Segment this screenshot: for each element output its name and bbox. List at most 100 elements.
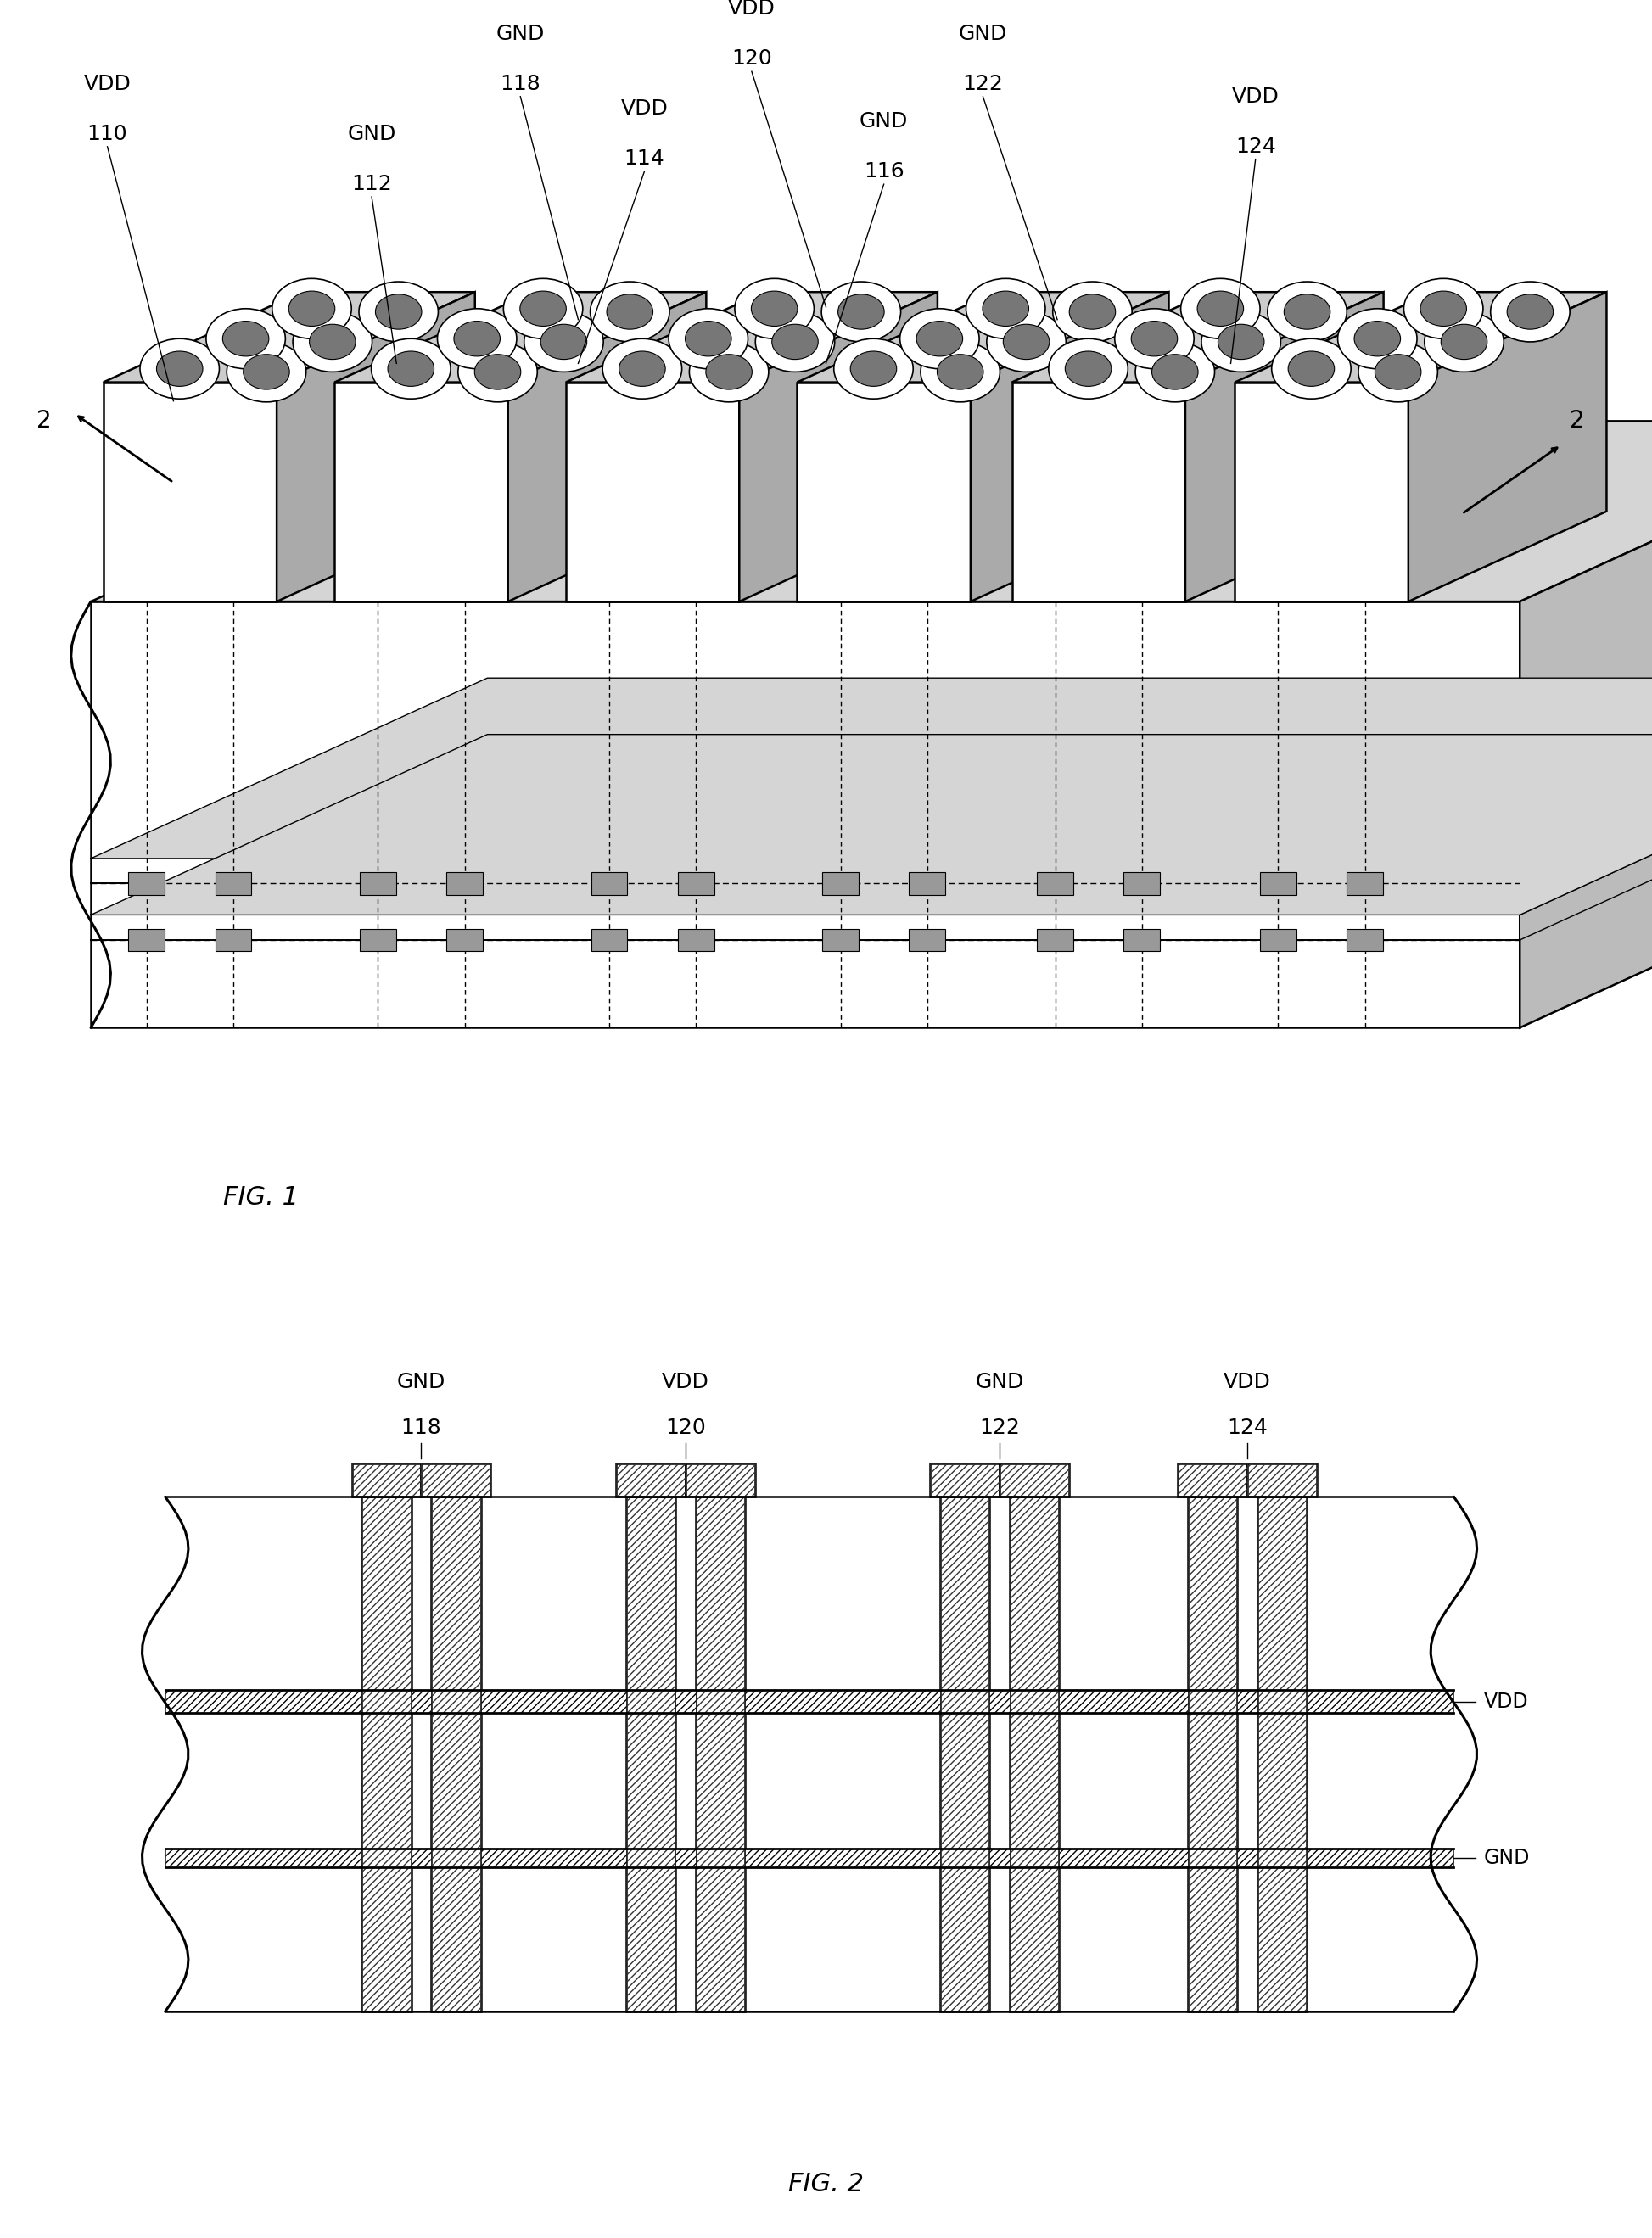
Bar: [677, 873, 714, 895]
Bar: [1247, 1464, 1317, 1497]
Circle shape: [1198, 291, 1244, 327]
Bar: [1257, 1497, 1307, 2012]
Bar: [1260, 929, 1297, 951]
Text: 2: 2: [36, 410, 51, 432]
Polygon shape: [335, 383, 509, 602]
Circle shape: [1441, 325, 1487, 360]
Circle shape: [1069, 293, 1115, 329]
Circle shape: [372, 338, 451, 398]
Bar: [1346, 873, 1383, 895]
Bar: [1307, 1690, 1454, 1712]
Bar: [745, 1690, 940, 1712]
Text: 120: 120: [666, 1417, 705, 1439]
Circle shape: [1424, 311, 1503, 372]
Circle shape: [1049, 338, 1128, 398]
Text: 122: 122: [980, 1417, 1019, 1439]
Text: 114: 114: [624, 150, 664, 170]
Polygon shape: [1408, 291, 1606, 602]
Circle shape: [504, 278, 583, 338]
Bar: [1257, 1497, 1307, 2012]
Circle shape: [1003, 325, 1049, 360]
Circle shape: [735, 278, 814, 338]
Text: VDD: VDD: [1483, 1692, 1528, 1712]
Circle shape: [755, 311, 834, 372]
Bar: [616, 1464, 686, 1497]
Circle shape: [821, 282, 900, 342]
Circle shape: [540, 325, 586, 360]
Polygon shape: [1236, 291, 1606, 383]
Text: GND: GND: [1483, 1849, 1530, 1869]
Polygon shape: [509, 291, 707, 602]
Circle shape: [917, 320, 963, 356]
Bar: [129, 929, 165, 951]
Circle shape: [1052, 282, 1132, 342]
Text: 124: 124: [1236, 137, 1275, 157]
Bar: [591, 929, 628, 951]
Circle shape: [620, 351, 666, 387]
Polygon shape: [798, 291, 1170, 383]
Bar: [616, 1464, 686, 1497]
Circle shape: [388, 351, 434, 387]
Bar: [446, 873, 482, 895]
Circle shape: [358, 282, 438, 342]
Polygon shape: [565, 383, 740, 602]
Text: GND: GND: [347, 123, 396, 143]
Circle shape: [1404, 278, 1483, 338]
Circle shape: [689, 342, 768, 403]
Text: GND: GND: [496, 25, 545, 45]
Circle shape: [686, 320, 732, 356]
Bar: [591, 873, 628, 895]
Polygon shape: [1186, 291, 1384, 602]
Circle shape: [454, 320, 501, 356]
Bar: [990, 1690, 1009, 1712]
Bar: [695, 1497, 745, 2012]
Bar: [1188, 1497, 1237, 2012]
Text: 120: 120: [732, 49, 771, 69]
Bar: [215, 929, 251, 951]
Circle shape: [309, 325, 355, 360]
Polygon shape: [798, 383, 971, 602]
Text: 124: 124: [1227, 1417, 1267, 1439]
Circle shape: [1272, 338, 1351, 398]
Circle shape: [603, 338, 682, 398]
Circle shape: [838, 293, 884, 329]
Polygon shape: [1520, 421, 1652, 1027]
Bar: [676, 1690, 695, 1712]
Bar: [129, 873, 165, 895]
Circle shape: [590, 282, 669, 342]
Bar: [1059, 1690, 1188, 1712]
Bar: [411, 1690, 431, 1712]
Bar: [421, 1464, 491, 1497]
Text: GND: GND: [859, 112, 909, 132]
Bar: [431, 1497, 481, 2012]
Circle shape: [292, 311, 372, 372]
Polygon shape: [565, 291, 938, 383]
Bar: [1237, 1690, 1257, 1712]
Polygon shape: [740, 291, 938, 602]
Circle shape: [937, 354, 983, 389]
Circle shape: [474, 354, 520, 389]
Text: VDD: VDD: [84, 74, 131, 94]
Polygon shape: [278, 291, 476, 602]
Circle shape: [1135, 342, 1214, 403]
Text: 110: 110: [88, 123, 127, 143]
Bar: [215, 873, 251, 895]
Bar: [360, 873, 396, 895]
Circle shape: [1267, 282, 1346, 342]
Circle shape: [524, 311, 603, 372]
Bar: [686, 1464, 755, 1497]
Bar: [990, 1849, 1009, 1866]
Circle shape: [157, 351, 203, 387]
Circle shape: [986, 311, 1066, 372]
Polygon shape: [91, 602, 1520, 1027]
Bar: [745, 1849, 940, 1866]
Bar: [352, 1464, 421, 1497]
Polygon shape: [1011, 383, 1186, 602]
Bar: [909, 873, 945, 895]
Circle shape: [1151, 354, 1198, 389]
Polygon shape: [1236, 383, 1408, 602]
Polygon shape: [102, 291, 476, 383]
Bar: [481, 1849, 626, 1866]
Circle shape: [226, 342, 306, 403]
Circle shape: [1421, 291, 1467, 327]
